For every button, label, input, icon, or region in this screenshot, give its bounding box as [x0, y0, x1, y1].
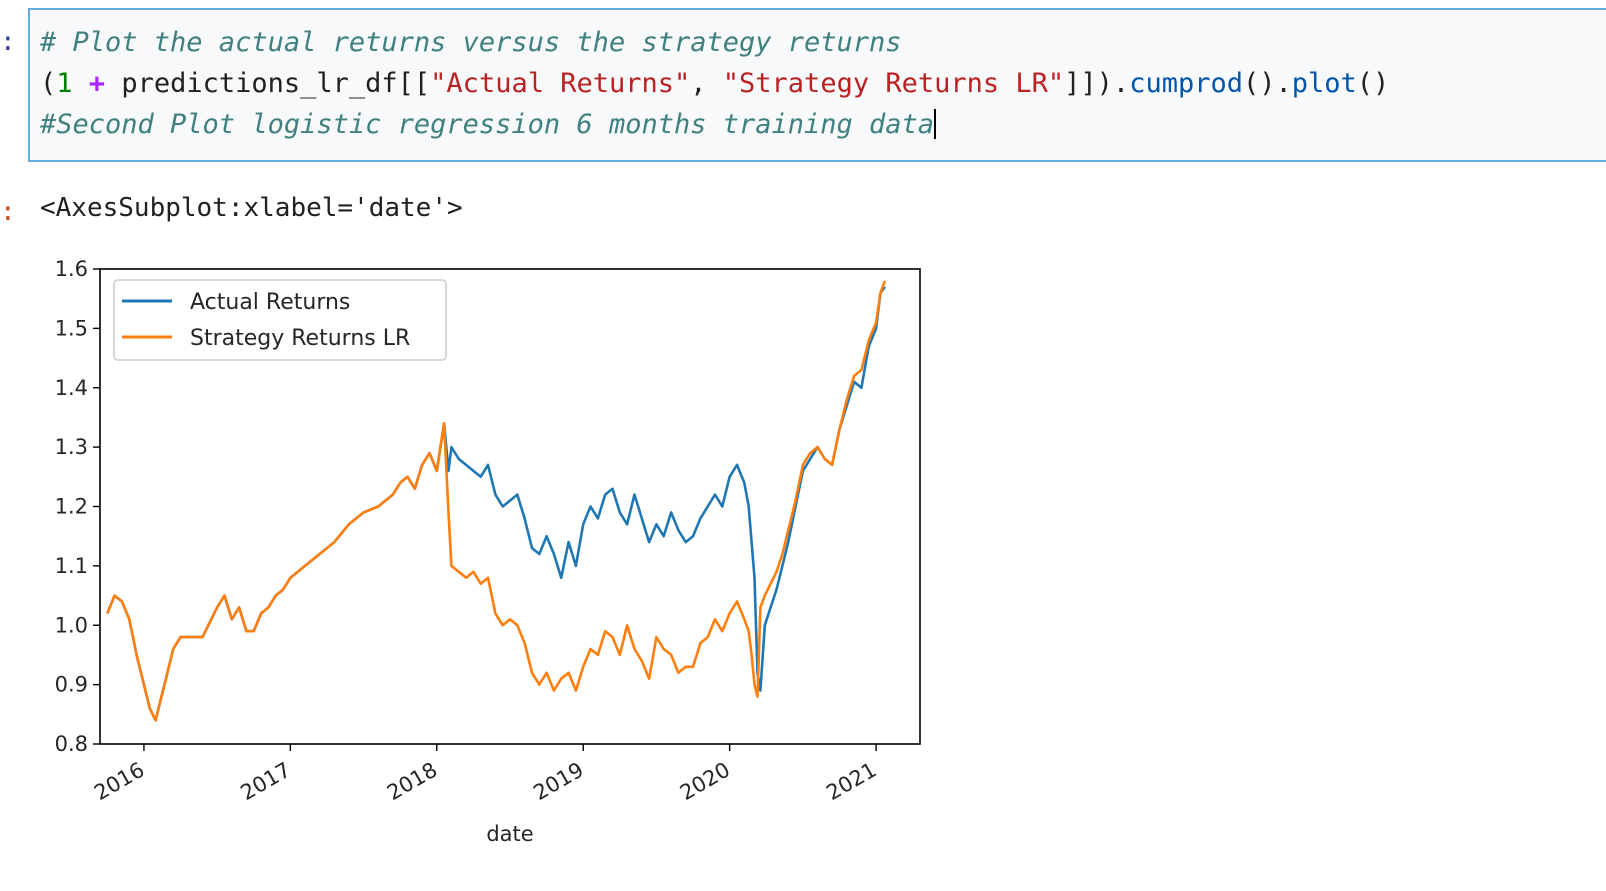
x-tick-label: 2020: [676, 758, 734, 806]
code-operator: +: [88, 68, 106, 99]
legend-label-actual: Actual Returns: [190, 290, 350, 315]
code-token: ]]).: [1064, 68, 1130, 99]
code-function: cumprod: [1129, 68, 1243, 99]
code-function: plot: [1291, 68, 1357, 99]
x-axis-label: date: [486, 822, 533, 846]
x-tick-label: 2016: [90, 758, 148, 806]
code-token: predictions_lr_df[[: [105, 68, 431, 99]
y-tick-label: 0.8: [55, 732, 88, 756]
series-line-strategy-returns-lr: [106, 280, 887, 722]
code-string: "Strategy Returns LR": [722, 68, 1065, 99]
output-prompt: :: [0, 197, 16, 227]
legend: Actual Returns Strategy Returns LR: [113, 279, 447, 361]
y-tick-label: 1.3: [55, 435, 88, 459]
code-string: "Actual Returns": [430, 68, 691, 99]
code-number: 1: [56, 68, 73, 99]
code-line-1: # Plot the actual returns versus the str…: [40, 22, 1606, 63]
y-tick-label: 1.4: [55, 376, 88, 400]
code-cell-input[interactable]: # Plot the actual returns versus the str…: [28, 8, 1606, 162]
code-comment: # Plot the actual returns versus the str…: [40, 27, 902, 58]
input-prompt: :: [0, 27, 16, 57]
y-tick-label: 1.1: [55, 554, 88, 578]
y-tick-label: 1.5: [55, 316, 88, 340]
x-tick-label: 2018: [383, 758, 441, 806]
output-repr: <AxesSubplot:xlabel='date'>: [40, 193, 463, 223]
code-line-2: (1 + predictions_lr_df[["Actual Returns"…: [40, 63, 1606, 104]
code-token: (): [1356, 68, 1390, 99]
y-tick-label: 1.2: [55, 495, 88, 519]
code-comment: #Second Plot logistic regression 6 month…: [40, 109, 935, 140]
text-cursor: [934, 109, 937, 139]
x-tick-label: 2019: [529, 758, 587, 806]
code-line-3: #Second Plot logistic regression 6 month…: [40, 104, 1606, 145]
y-axis: 0.8 0.9 1.0 1.1 1.2 1.3 1.4 1.5 1.6: [55, 257, 100, 756]
y-tick-label: 1.6: [55, 257, 88, 281]
x-axis: 2016 2017 2018 2019 2020 2021: [90, 744, 881, 806]
legend-label-strategy: Strategy Returns LR: [190, 326, 410, 351]
code-token: ().: [1242, 68, 1292, 99]
code-token: ,: [690, 68, 723, 99]
y-tick-label: 1.0: [55, 613, 88, 637]
code-token: [73, 68, 89, 99]
x-tick-label: 2021: [822, 758, 880, 806]
code-token: (: [40, 68, 57, 99]
legend-frame: [113, 279, 447, 361]
line-chart: 0.8 0.9 1.0 1.1 1.2 1.3 1.4 1.5 1.6 2016 2017 2018…: [55, 257, 921, 846]
x-tick-label: 2017: [237, 758, 295, 806]
series-lines: [106, 280, 887, 722]
y-tick-label: 0.9: [55, 673, 88, 697]
